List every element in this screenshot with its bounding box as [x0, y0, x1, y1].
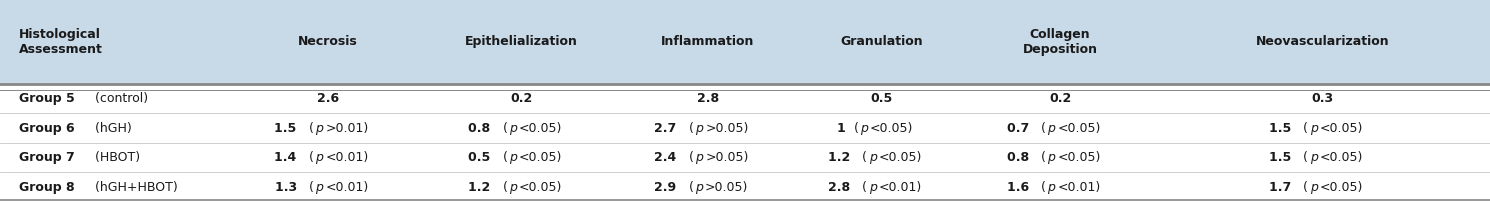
Text: p: p: [508, 122, 517, 135]
Text: Group 6: Group 6: [19, 122, 74, 135]
Bar: [0, 0, 1490, 84]
Text: 0.5: 0.5: [870, 92, 893, 105]
Text: (: (: [502, 122, 507, 135]
Text: Granulation: Granulation: [840, 35, 922, 48]
Text: p: p: [694, 181, 703, 194]
Text: 1.5: 1.5: [274, 122, 301, 135]
Text: 1.6: 1.6: [1007, 181, 1034, 194]
Text: <0.01): <0.01): [325, 151, 368, 164]
Text: 1.2: 1.2: [468, 181, 495, 194]
Text: Inflammation: Inflammation: [662, 35, 754, 48]
Text: p: p: [869, 151, 876, 164]
Text: (hGH): (hGH): [91, 122, 133, 135]
Text: <0.05): <0.05): [519, 181, 562, 194]
Text: 2.4: 2.4: [654, 151, 681, 164]
Text: (: (: [1304, 122, 1308, 135]
Text: p: p: [508, 151, 517, 164]
Text: 1.7: 1.7: [1269, 181, 1296, 194]
Text: <0.05): <0.05): [879, 151, 922, 164]
Text: 1.2: 1.2: [828, 151, 855, 164]
Text: p: p: [1047, 181, 1055, 194]
Text: Group 7: Group 7: [19, 151, 74, 164]
Text: (control): (control): [91, 92, 149, 105]
Text: <0.05): <0.05): [519, 151, 562, 164]
Text: p: p: [694, 122, 703, 135]
Text: (: (: [502, 181, 507, 194]
Text: (hGH+HBOT): (hGH+HBOT): [91, 181, 177, 194]
Text: 1.5: 1.5: [1269, 122, 1296, 135]
Text: 2.7: 2.7: [654, 122, 681, 135]
Text: 0.8: 0.8: [468, 122, 495, 135]
Text: (: (: [502, 151, 507, 164]
Text: <0.05): <0.05): [1320, 122, 1363, 135]
Text: p: p: [508, 181, 517, 194]
Text: 1.3: 1.3: [274, 181, 301, 194]
Text: 0.2: 0.2: [1049, 92, 1071, 105]
Text: (HBOT): (HBOT): [91, 151, 140, 164]
Text: (: (: [863, 151, 867, 164]
Text: <0.01): <0.01): [325, 181, 368, 194]
Text: 2.6: 2.6: [317, 92, 338, 105]
Text: (: (: [308, 181, 313, 194]
Text: p: p: [316, 122, 323, 135]
Text: p: p: [314, 181, 323, 194]
Text: p: p: [1047, 151, 1055, 164]
Text: <0.05): <0.05): [1320, 151, 1363, 164]
Text: p: p: [316, 151, 323, 164]
Text: p: p: [869, 181, 876, 194]
Text: (: (: [308, 151, 314, 164]
Text: Necrosis: Necrosis: [298, 35, 358, 48]
Text: (: (: [1042, 181, 1046, 194]
Text: Group 8: Group 8: [19, 181, 74, 194]
Text: Collagen
Deposition: Collagen Deposition: [1022, 28, 1098, 56]
Text: 1.4: 1.4: [274, 151, 301, 164]
Text: 0.3: 0.3: [1311, 92, 1334, 105]
Text: (: (: [688, 151, 693, 164]
Text: p: p: [1310, 122, 1317, 135]
Text: 0.7: 0.7: [1007, 122, 1034, 135]
Text: 2.9: 2.9: [654, 181, 681, 194]
Bar: [0, 84, 1490, 202]
Text: Histological
Assessment: Histological Assessment: [19, 28, 103, 56]
Text: (: (: [308, 122, 314, 135]
Text: 2.8: 2.8: [828, 181, 855, 194]
Text: (: (: [1042, 151, 1046, 164]
Text: p: p: [1047, 122, 1055, 135]
Text: 1: 1: [837, 122, 849, 135]
Text: Epithelialization: Epithelialization: [465, 35, 578, 48]
Text: 2.8: 2.8: [697, 92, 718, 105]
Text: p: p: [860, 122, 867, 135]
Text: (: (: [688, 122, 693, 135]
Text: >0.05): >0.05): [705, 151, 748, 164]
Text: <0.05): <0.05): [1058, 151, 1101, 164]
Text: p: p: [1310, 181, 1317, 194]
Text: <0.05): <0.05): [870, 122, 913, 135]
Text: (: (: [854, 122, 858, 135]
Text: (: (: [688, 181, 693, 194]
Text: 0.5: 0.5: [468, 151, 495, 164]
Text: <0.05): <0.05): [519, 122, 562, 135]
Text: <0.01): <0.01): [879, 181, 922, 194]
Text: Group 5: Group 5: [19, 92, 74, 105]
Text: (: (: [1042, 122, 1046, 135]
Text: <0.05): <0.05): [1320, 181, 1363, 194]
Text: 0.2: 0.2: [511, 92, 532, 105]
Text: <0.01): <0.01): [1058, 181, 1101, 194]
Text: <0.05): <0.05): [1058, 122, 1101, 135]
Text: p: p: [1310, 151, 1317, 164]
Text: >0.05): >0.05): [705, 122, 748, 135]
Text: 1.5: 1.5: [1269, 151, 1296, 164]
Text: Neovascularization: Neovascularization: [1256, 35, 1389, 48]
Text: (: (: [863, 181, 867, 194]
Text: >0.01): >0.01): [325, 122, 368, 135]
Text: (: (: [1304, 151, 1308, 164]
Text: p: p: [694, 151, 703, 164]
Text: (: (: [1304, 181, 1308, 194]
Text: >0.05): >0.05): [705, 181, 748, 194]
Text: 0.8: 0.8: [1007, 151, 1034, 164]
